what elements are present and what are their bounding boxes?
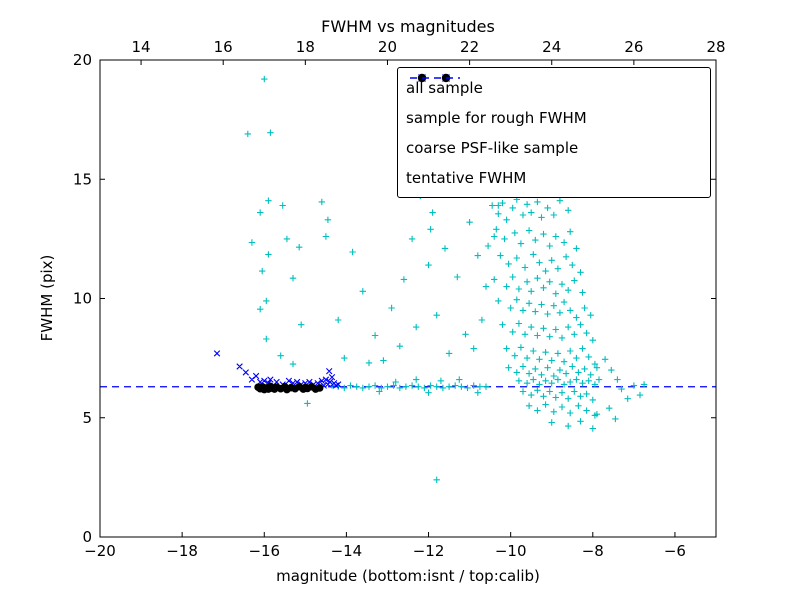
y-tick-label: 15 [73,170,92,188]
x-bottom-tick-label: −16 [248,542,280,560]
y-tick-label: 0 [82,528,92,546]
x-bottom-tick-label: −6 [664,542,686,560]
x-bottom-tick-label: −12 [413,542,445,560]
x-bottom-tick-label: −14 [331,542,363,560]
x-bottom-tick-label: −8 [582,542,604,560]
x-top-tick-label: 14 [132,38,151,56]
x-axis-label: magnitude (bottom:isnt / top:calib) [276,567,540,585]
y-axis-label: FWHM (pix) [38,255,56,342]
legend-label: all sample [406,79,483,97]
series-all-sample [244,75,648,483]
y-tick-label: 20 [73,51,92,69]
x-top-tick-label: 28 [706,38,725,56]
dashed-line-marker-icon [410,77,460,79]
x-bottom-tick-label: −10 [495,542,527,560]
y-tick-label: 5 [82,409,92,427]
chart-title: FWHM vs magnitudes [321,17,495,36]
legend-item-tentative-fwhm: tentative FWHM [398,77,710,193]
x-top-tick-label: 22 [460,38,479,56]
x-top-tick-label: 18 [296,38,315,56]
plot-content: −20 −18 −16 −14 −12 −10 −8 −6 14 16 18 20 22 24 26 28 0 5… [73,38,726,560]
legend-item-coarse-psf-like-sample: coarse PSF-like sample [398,73,710,163]
legend-label: coarse PSF-like sample [406,139,579,157]
x-top-tick-label: 24 [542,38,561,56]
x-bottom-tick-label: −20 [84,542,116,560]
x-top-tick-label: 20 [378,38,397,56]
y-tick-label: 10 [73,290,92,308]
legend-item-sample-for-rough-fwhm: sample for rough FWHM [398,74,710,133]
legend-label: tentative FWHM [406,169,527,187]
x-top-tick-label: 16 [214,38,233,56]
series-coarse-psf-like-sample [254,382,324,394]
series-sample-for-rough-fwhm [213,350,342,389]
x-top-tick-label: 26 [624,38,643,56]
legend: all sample sample for rough FWHM coarse PS… [397,67,711,198]
x-bottom-tick-label: −18 [166,542,198,560]
legend-label: sample for rough FWHM [406,109,587,127]
